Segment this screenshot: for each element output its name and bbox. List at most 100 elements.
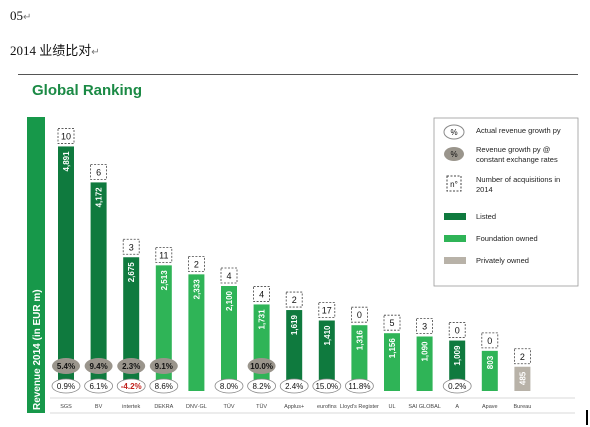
acquisitions-count: 3: [422, 322, 427, 332]
acquisitions-box: [155, 246, 173, 263]
acquisitions-box: [57, 128, 75, 144]
acquisitions-count: 4: [259, 289, 264, 299]
acquisitions-count: 6: [96, 167, 101, 177]
bar-value-label: 4,172: [95, 187, 104, 208]
company-logo: eurofins: [317, 404, 337, 410]
constant-growth-value: 5.4%: [57, 362, 75, 371]
acquisitions-box: [318, 302, 336, 318]
doc-line-2: 2014 业绩比对↵: [10, 40, 100, 59]
company-logo: Apave: [482, 404, 498, 410]
legend-actual-symbol: [443, 124, 465, 140]
company-logo: Bureau: [514, 404, 532, 410]
y-axis-band: [27, 117, 45, 413]
company-logo: SAI GLOBAL: [408, 404, 440, 410]
bar-value-label: 485: [518, 371, 527, 385]
divider-line: [18, 74, 578, 75]
bar: [286, 310, 303, 391]
company-logo: TÜV: [256, 403, 267, 410]
actual-growth-value: 0.2%: [448, 382, 466, 391]
actual-growth-value: 6.1%: [89, 382, 107, 391]
acquisitions-box: [448, 322, 466, 338]
actual-growth-bubble: [116, 378, 146, 394]
company-logo: BV: [95, 404, 103, 410]
return-mark-icon: ↵: [91, 47, 100, 58]
company-logo: DEKRA: [154, 404, 173, 410]
legend-label: Foundation owned: [476, 234, 538, 243]
actual-growth-value: 11.8%: [348, 382, 370, 391]
legend-swatch-foundation: [444, 235, 466, 242]
acquisitions-count: 0: [487, 336, 492, 346]
company-logo: SGS: [60, 404, 72, 410]
bar: [416, 336, 433, 391]
actual-growth-value: 8.6%: [155, 382, 173, 391]
actual-growth-value: -4.2%: [121, 382, 142, 391]
bar: [123, 257, 140, 391]
bar-value-label: 2,513: [160, 270, 169, 291]
acquisitions-count: 0: [455, 326, 460, 336]
constant-growth-bubble: [247, 358, 276, 374]
constant-growth-value: 2.3%: [122, 362, 140, 371]
company-logo: Lloyd's Register: [340, 404, 379, 410]
y-axis-label: Revenue 2014 (in EUR m): [32, 289, 43, 410]
bar: [384, 333, 400, 391]
acquisitions-count: 2: [520, 352, 525, 362]
acquisitions-box: [122, 238, 140, 255]
constant-growth-bubble: [117, 358, 146, 374]
legend-constant-symbol-text: %: [450, 150, 457, 159]
bar-value-label: 1,731: [258, 309, 267, 330]
actual-growth-value: 8.2%: [252, 382, 270, 391]
legend-actual-symbol-text: %: [450, 128, 457, 137]
constant-growth-value: 10.0%: [250, 362, 273, 371]
bar-value-label: 1,316: [355, 330, 364, 351]
legend-swatch-private: [444, 257, 466, 264]
constant-growth-bubble: [52, 358, 80, 374]
acquisitions-box: [285, 291, 303, 308]
acquisitions-count: 2: [194, 259, 199, 269]
actual-growth-bubble: [149, 378, 179, 394]
legend-label: 2014: [476, 185, 493, 194]
legend-label: Actual revenue growth py: [476, 126, 561, 135]
actual-growth-bubble: [214, 378, 244, 394]
bar-value-label: 1,156: [388, 338, 397, 359]
acquisitions-count: 4: [226, 271, 231, 281]
bar-value-label: 2,675: [127, 262, 136, 283]
acquisitions-count: 0: [357, 310, 362, 320]
acquisitions-box: [187, 255, 205, 272]
chart-title: Global Ranking: [32, 82, 142, 99]
acquisitions-count: 5: [389, 318, 394, 328]
doc-line-2-text: 2014 业绩比对: [10, 43, 92, 58]
actual-growth-value: 0.9%: [57, 382, 75, 391]
actual-growth-value: 15.0%: [315, 382, 338, 391]
actual-growth-bubble: [344, 378, 374, 394]
bar-value-label: 1,009: [453, 345, 462, 366]
acquisitions-box: [253, 286, 271, 302]
acquisitions-count: 11: [159, 250, 168, 260]
actual-growth-bubble: [279, 378, 309, 394]
constant-growth-bubble: [84, 358, 113, 374]
actual-growth-value: 8.0%: [220, 382, 238, 391]
bar-value-label: 1,410: [323, 325, 332, 346]
legend-acq-symbol: [446, 175, 462, 192]
bar-value-label: 1,619: [290, 315, 299, 336]
bar-value-label: 2,333: [192, 279, 201, 300]
acquisitions-count: 17: [322, 306, 332, 316]
bar: [318, 320, 335, 391]
bar: [514, 366, 531, 391]
bar: [221, 286, 237, 391]
constant-growth-value: 9.1%: [155, 362, 173, 371]
legend-label: Privately owned: [476, 256, 529, 265]
bar-value-label: 803: [486, 355, 495, 369]
legend-constant-symbol: [444, 147, 464, 161]
acquisitions-box: [383, 314, 401, 331]
legend-swatch-listed: [444, 213, 466, 220]
legend-acq-symbol-text: n°: [450, 180, 458, 189]
acquisitions-box: [481, 332, 499, 349]
acquisitions-count: 2: [292, 295, 297, 305]
acquisitions-box: [90, 163, 107, 180]
bar-value-label: 1,090: [421, 341, 430, 362]
text-cursor: [586, 410, 588, 425]
actual-growth-bubble: [247, 378, 277, 394]
bar: [481, 350, 498, 391]
doc-line-1-text: 05: [10, 8, 23, 23]
actual-growth-value: 2.4%: [285, 382, 303, 391]
